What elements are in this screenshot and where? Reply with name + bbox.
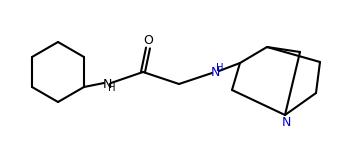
Text: O: O [143,34,153,48]
Text: N: N [281,117,291,130]
Text: H: H [108,83,116,93]
Text: N: N [210,66,220,79]
Text: N: N [102,77,112,90]
Text: H: H [216,63,224,73]
